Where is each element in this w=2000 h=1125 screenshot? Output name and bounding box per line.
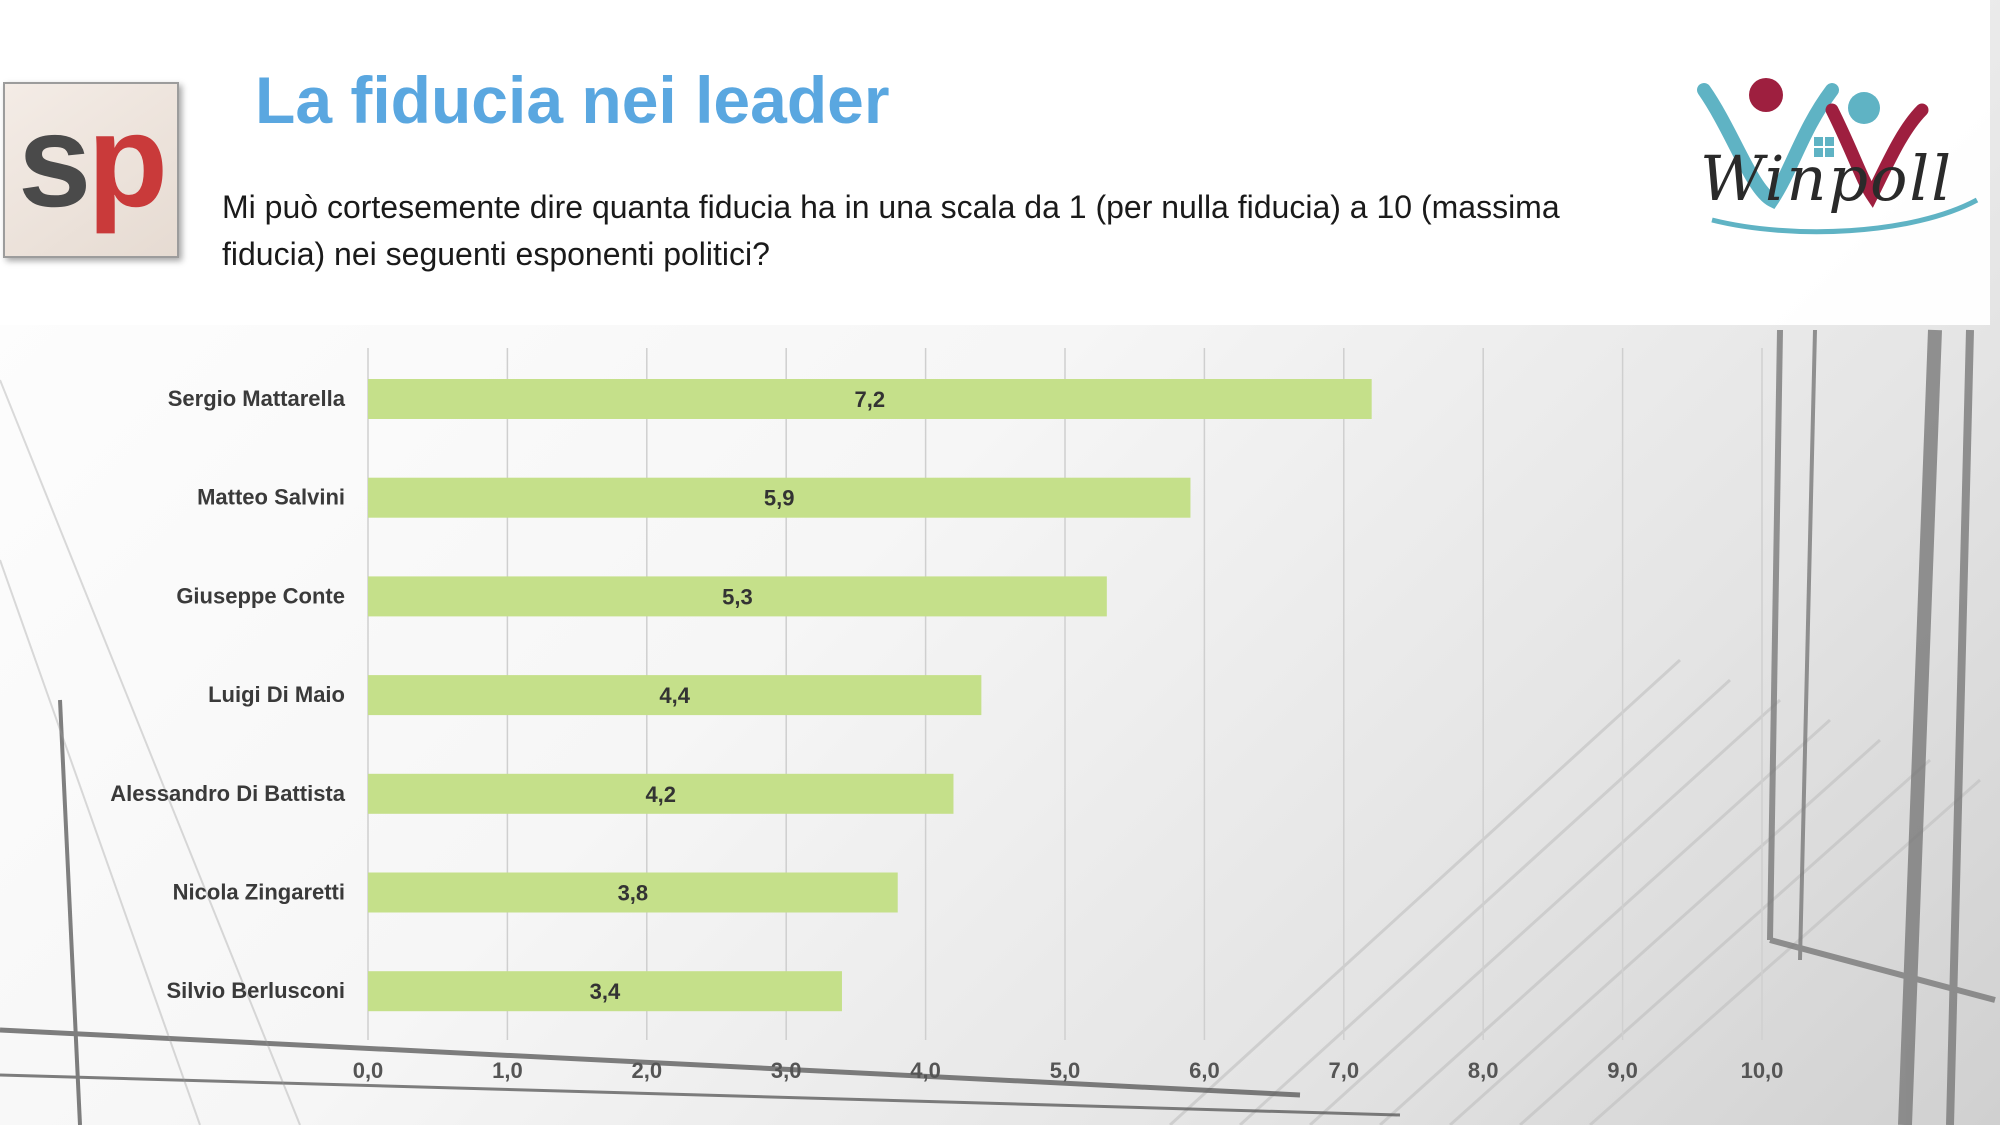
chart-bars <box>368 379 1372 1012</box>
x-tick-label: 0,0 <box>353 1058 384 1083</box>
data-label: 5,3 <box>722 584 753 609</box>
category-label: Silvio Berlusconi <box>167 978 346 1003</box>
bar <box>368 477 1191 518</box>
data-label: 7,2 <box>855 387 886 412</box>
category-label: Nicola Zingaretti <box>173 880 345 905</box>
bar <box>368 872 898 913</box>
x-tick-label: 1,0 <box>492 1058 523 1083</box>
category-label: Giuseppe Conte <box>176 583 345 608</box>
category-label: Matteo Salvini <box>197 485 345 510</box>
survey-question: Mi può cortesemente dire quanta fiducia … <box>222 189 1560 272</box>
bar <box>368 675 982 716</box>
page-title: La fiducia nei leader <box>255 63 890 137</box>
x-tick-label: 7,0 <box>1329 1058 1360 1083</box>
x-tick-label: 2,0 <box>632 1058 663 1083</box>
bar <box>368 576 1107 617</box>
category-label: Luigi Di Maio <box>208 682 345 707</box>
chart-x-axis: 0,0 1,0 2,0 3,0 4,0 5,0 6,0 7,0 8,0 9,0 10,0 <box>353 1058 1784 1083</box>
category-label: Alessandro Di Battista <box>110 781 345 806</box>
sp-logo: sp <box>3 82 179 258</box>
x-tick-label: 9,0 <box>1607 1058 1638 1083</box>
data-label: 3,8 <box>618 881 649 906</box>
x-tick-label: 3,0 <box>771 1058 802 1083</box>
x-tick-label: 8,0 <box>1468 1058 1499 1083</box>
data-label: 3,4 <box>590 979 621 1004</box>
chart-data-labels: 7,2 5,9 5,3 4,4 4,2 3,8 3,4 <box>590 387 885 1004</box>
data-label: 5,9 <box>764 486 795 511</box>
data-label: 4,4 <box>659 683 690 708</box>
header-band <box>0 0 1990 325</box>
category-label: Sergio Mattarella <box>168 386 346 411</box>
x-tick-label: 6,0 <box>1189 1058 1220 1083</box>
x-tick-label: 10,0 <box>1741 1058 1784 1083</box>
x-tick-label: 4,0 <box>910 1058 941 1083</box>
winpoll-wordmark: Winpoll <box>1700 142 1953 215</box>
bar <box>368 379 1372 419</box>
x-tick-label: 5,0 <box>1050 1058 1081 1083</box>
bar <box>368 773 954 814</box>
chart-category-labels: Sergio Mattarella Matteo Salvini Giuseppe … <box>110 386 345 1003</box>
data-label: 4,2 <box>645 782 676 807</box>
bar <box>368 971 842 1012</box>
winpoll-logo: Winpoll <box>1697 78 1979 235</box>
